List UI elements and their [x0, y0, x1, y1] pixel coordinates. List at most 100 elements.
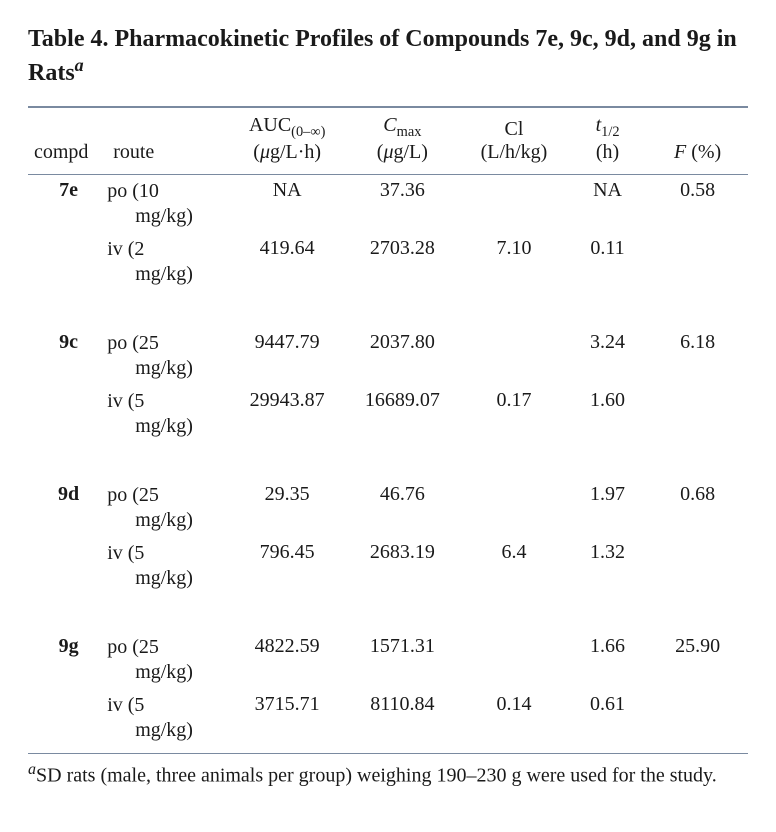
cell-compd	[28, 537, 107, 595]
cell-cmax: 2037.80	[345, 327, 460, 385]
auc-value: 796.45	[260, 541, 315, 563]
th-route-text: route	[113, 141, 154, 163]
cell-compd: 9c	[28, 327, 107, 385]
route-line1: iv (5	[107, 542, 144, 564]
f-ital: F	[674, 141, 686, 163]
route-line2: mg/kg)	[107, 660, 223, 685]
thalf-value: NA	[593, 179, 622, 201]
thalf-value: 0.61	[590, 693, 625, 715]
title-text: Table 4. Pharmacokinetic Profiles of Com…	[28, 26, 737, 86]
cell-cl: 7.10	[460, 233, 568, 291]
cl-value: 0.14	[496, 693, 531, 715]
cell-cl: 6.4	[460, 537, 568, 595]
route-line2: mg/kg)	[107, 508, 223, 533]
table-footnote: aSD rats (male, three animals per group)…	[28, 760, 748, 789]
mu-2: μ	[383, 141, 393, 163]
cell-cmax: 2683.19	[345, 537, 460, 595]
auc-subscript: (0–∞)	[291, 124, 325, 140]
cell-f	[647, 385, 748, 443]
cmax-value: 2037.80	[370, 331, 435, 353]
cell-f: 0.58	[647, 174, 748, 233]
table-row: 9gpo (25mg/kg)4822.591571.311.6625.90	[28, 631, 748, 689]
route-line1: iv (5	[107, 694, 144, 716]
auc-value: 419.64	[260, 237, 315, 259]
cell-thalf: 0.61	[568, 689, 647, 754]
gap-cell	[28, 291, 748, 327]
cell-auc: 419.64	[230, 233, 345, 291]
th-cmax: Cmax (μg/L)	[345, 107, 460, 174]
f-rest: (%)	[686, 141, 721, 163]
route-line2: mg/kg)	[107, 356, 223, 381]
cell-thalf: 1.97	[568, 479, 647, 537]
group-gap-row	[28, 443, 748, 479]
auc-value: 4822.59	[255, 635, 320, 657]
route-line1: po (25	[107, 484, 159, 506]
auc-value: 9447.79	[255, 331, 320, 353]
cell-cmax: 8110.84	[345, 689, 460, 754]
cl-value: 6.4	[501, 541, 526, 563]
thalf-value: 1.66	[590, 635, 625, 657]
thalf-value: 1.97	[590, 483, 625, 505]
auc-label: AUC	[249, 114, 291, 136]
th-thalf: t1/2 (h)	[568, 107, 647, 174]
cl-value: 0.17	[496, 389, 531, 411]
compd-label: 9c	[59, 331, 78, 353]
cell-thalf: NA	[568, 174, 647, 233]
cmax-subscript: max	[397, 124, 422, 140]
cell-route: iv (5mg/kg)	[107, 385, 229, 443]
cell-f: 25.90	[647, 631, 748, 689]
compd-label: 7e	[59, 179, 78, 201]
cl-unit: (L/h/kg)	[481, 141, 548, 163]
table-row: iv (5mg/kg)3715.718110.840.140.61	[28, 689, 748, 754]
cell-cmax: 37.36	[345, 174, 460, 233]
cell-f	[647, 537, 748, 595]
cell-cl: 0.14	[460, 689, 568, 754]
cl-value: 7.10	[496, 237, 531, 259]
group-gap-row	[28, 291, 748, 327]
table-row: iv (5mg/kg) 29943.87 16689.07 0.17 1.60	[28, 385, 748, 443]
cell-cmax: 16689.07	[345, 385, 460, 443]
title-superscript: a	[75, 55, 84, 75]
gap-cell	[28, 595, 748, 631]
cmax-value: 8110.84	[370, 693, 434, 715]
cmax-value: 2683.19	[370, 541, 435, 563]
auc-unit-rest: g/L·h)	[270, 141, 321, 163]
footnote-text: SD rats (male, three animals per group) …	[36, 764, 717, 786]
compd-label: 9d	[58, 483, 79, 505]
cell-thalf: 3.24	[568, 327, 647, 385]
auc-unit-open: (	[253, 141, 260, 163]
th-f: F (%)	[647, 107, 748, 174]
cell-route: iv (5mg/kg)	[107, 537, 229, 595]
table-body: 7epo (10mg/kg)NA37.36NA0.58iv (2mg/kg)41…	[28, 174, 748, 753]
auc-value: 29943.87	[250, 389, 325, 411]
cell-auc: 29.35	[230, 479, 345, 537]
cell-compd	[28, 689, 107, 754]
cl-label: Cl	[505, 118, 524, 140]
route-line1: po (25	[107, 636, 159, 658]
route-line2: mg/kg)	[107, 414, 223, 439]
cell-route: po (25mg/kg)	[107, 631, 229, 689]
cell-compd	[28, 385, 107, 443]
cell-cmax: 46.76	[345, 479, 460, 537]
cmax-c: C	[383, 114, 396, 136]
th-compd-text: compd	[34, 141, 88, 163]
auc-value: 29.35	[265, 483, 310, 505]
cell-compd: 9d	[28, 479, 107, 537]
cell-route: iv (2mg/kg)	[107, 233, 229, 291]
thalf-value: 3.24	[590, 331, 625, 353]
gap-cell	[28, 443, 748, 479]
th-auc: AUC(0–∞) (μg/L·h)	[230, 107, 345, 174]
table-title: Table 4. Pharmacokinetic Profiles of Com…	[28, 24, 748, 88]
cell-auc: 29943.87	[230, 385, 345, 443]
thalf-unit: (h)	[596, 141, 619, 163]
thalf-value: 0.11	[590, 237, 624, 259]
cell-route: po (25mg/kg)	[107, 479, 229, 537]
table-row: 7epo (10mg/kg)NA37.36NA0.58	[28, 174, 748, 233]
route-line2: mg/kg)	[107, 566, 223, 591]
cell-cmax: 2703.28	[345, 233, 460, 291]
cell-thalf: 1.60	[568, 385, 647, 443]
cell-thalf: 1.66	[568, 631, 647, 689]
route-line2: mg/kg)	[107, 262, 223, 287]
cmax-value: 1571.31	[370, 635, 435, 657]
f-value: 6.18	[680, 331, 715, 353]
